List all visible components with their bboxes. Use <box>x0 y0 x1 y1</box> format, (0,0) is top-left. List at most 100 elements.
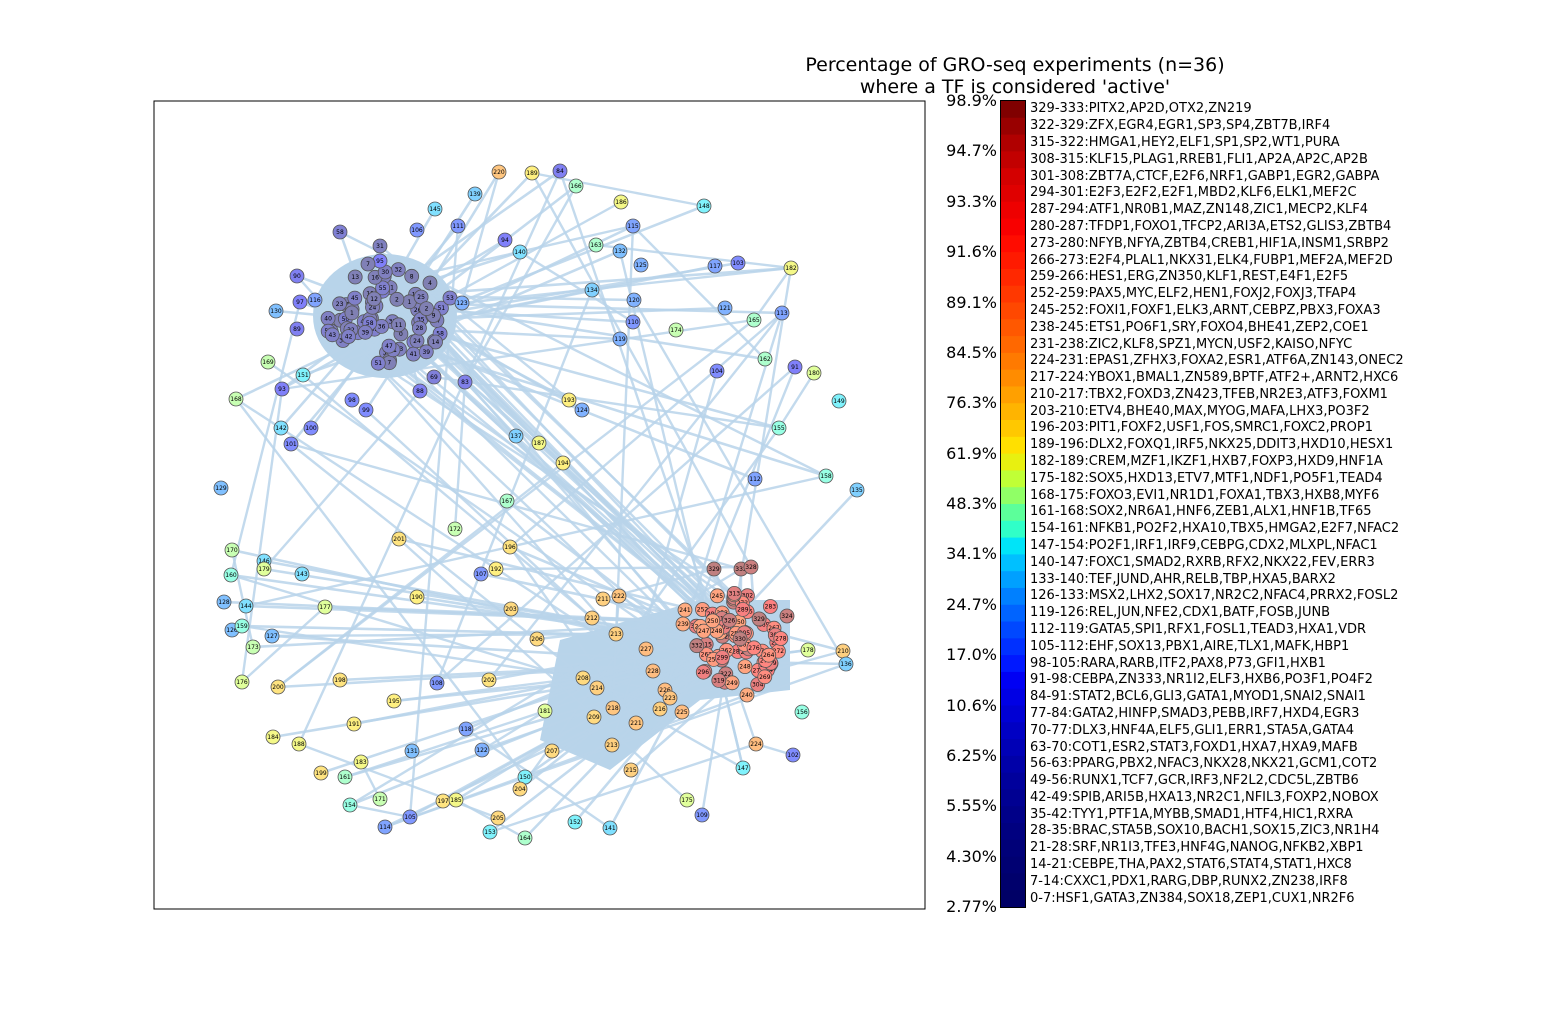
node-circle <box>626 292 642 308</box>
node-label: 245 <box>712 593 724 600</box>
node-label: 25 <box>417 294 425 301</box>
network-node: 169 <box>260 354 276 370</box>
node-label: 23 <box>336 301 344 308</box>
network-edge <box>373 328 727 675</box>
network-node: 43 <box>324 327 340 343</box>
network-node: 1 <box>344 305 360 321</box>
node-label: 169 <box>262 359 274 366</box>
node-label: 51 <box>374 360 382 367</box>
node-circle <box>508 428 524 444</box>
colorbar-bin-label: 322-329:ZFX,EGR4,EGR1,SP3,SP4,ZBT7B,IRF4 <box>1030 118 1331 134</box>
node-label: 183 <box>355 759 367 766</box>
node-label: 58 <box>436 331 444 338</box>
network-edge <box>351 312 723 620</box>
colorbar-segment <box>1001 151 1025 169</box>
network-edge <box>461 266 792 305</box>
node-circle <box>313 765 329 781</box>
node-circle <box>457 374 473 390</box>
colorbar-segment <box>1001 520 1025 539</box>
node-circle <box>377 819 393 835</box>
network-edge <box>416 288 593 327</box>
node-circle <box>512 244 528 260</box>
node-circle <box>386 693 402 709</box>
node-circle <box>605 700 621 716</box>
network-node: 130 <box>268 303 284 319</box>
node-label: 164 <box>519 835 531 842</box>
network-node: 182 <box>783 260 799 276</box>
network-node: 176 <box>234 674 250 690</box>
node-circle <box>679 792 695 808</box>
node-circle <box>404 268 420 284</box>
node-circle <box>544 743 560 759</box>
colorbar-bin-label: 133-140:TEF,JUND,AHR,RELB,TBP,HXA5,BARX2 <box>1030 571 1336 587</box>
network-node: 299 <box>715 650 730 665</box>
network-node: 240 <box>739 687 755 703</box>
network-node: 172 <box>447 521 463 537</box>
node-circle <box>289 268 305 284</box>
network-edge <box>297 170 562 745</box>
network-node: 296 <box>695 664 711 680</box>
network-node: 143 <box>294 566 310 582</box>
node-circle <box>265 729 281 745</box>
node-circle <box>234 674 250 690</box>
network-node: 39 <box>357 324 373 340</box>
node-label: 264 <box>763 652 775 659</box>
node-label: 296 <box>698 669 710 676</box>
node-label: 130 <box>270 308 282 315</box>
node-label: 24 <box>369 304 377 311</box>
node-label: 172 <box>449 526 461 533</box>
colorbar-bin-label: 266-273:E2F4,PLAL1,NKX31,ELK4,FUBP1,MEF2… <box>1030 252 1393 268</box>
network-node: 100 <box>303 420 319 436</box>
node-label: 101 <box>285 441 297 448</box>
network-node: 136 <box>838 656 854 672</box>
network-node: 137 <box>508 428 524 444</box>
network-node: 124 <box>574 402 590 418</box>
node-circle <box>555 455 571 471</box>
node-label: 315 <box>716 615 728 622</box>
colorbar-tick-label: 2.77% <box>946 897 997 916</box>
node-circle <box>238 598 254 614</box>
network-node: 200 <box>270 679 286 695</box>
node-label: 175 <box>681 797 693 804</box>
network-edge <box>595 243 792 270</box>
colorbar-bin-label: 105-112:EHF,SOX13,PBX1,AIRE,TLX1,MAFK,HB… <box>1030 638 1350 654</box>
node-label: 106 <box>411 227 423 234</box>
network-edge <box>509 546 637 724</box>
node-label: 39 <box>361 329 369 336</box>
node-circle <box>552 163 568 179</box>
node-circle <box>746 640 762 656</box>
network-node: 174 <box>668 322 684 338</box>
node-label: 184 <box>267 734 279 741</box>
colorbar-segment <box>1001 453 1025 472</box>
node-label: 166 <box>570 183 582 190</box>
node-label: 113 <box>776 310 788 317</box>
network-node: 239 <box>675 616 691 632</box>
node-label: 191 <box>348 721 360 728</box>
node-circle <box>628 715 644 731</box>
colorbar-segment <box>1001 587 1025 606</box>
network-edge <box>296 275 666 691</box>
node-label: 118 <box>460 726 472 733</box>
colorbar-tick-label: 48.3% <box>946 494 997 513</box>
node-circle <box>499 493 515 509</box>
network-node: 164 <box>517 830 533 846</box>
node-circle <box>497 232 513 248</box>
node-circle <box>264 628 280 644</box>
network-node: 183 <box>353 754 369 770</box>
node-circle <box>256 561 272 577</box>
colorbar-bin-label: 287-294:ATF1,NR0B1,MAZ,ZN148,ZIC1,MECP2,… <box>1030 202 1368 218</box>
node-circle <box>633 257 649 273</box>
network-node: 116 <box>307 292 323 308</box>
network-node: 326 <box>722 612 737 628</box>
network-node: 113 <box>774 305 790 321</box>
network-edge <box>531 171 705 208</box>
node-label: 45 <box>351 295 359 302</box>
network-node: 180 <box>806 365 822 381</box>
network-node: 40 <box>320 310 336 326</box>
node-label: 41 <box>410 351 418 358</box>
colorbar <box>1000 100 1026 908</box>
node-label: 273 <box>752 667 764 674</box>
node-label: 124 <box>576 407 588 414</box>
node-label: 280 <box>732 649 744 656</box>
node-label: 95 <box>376 258 384 265</box>
